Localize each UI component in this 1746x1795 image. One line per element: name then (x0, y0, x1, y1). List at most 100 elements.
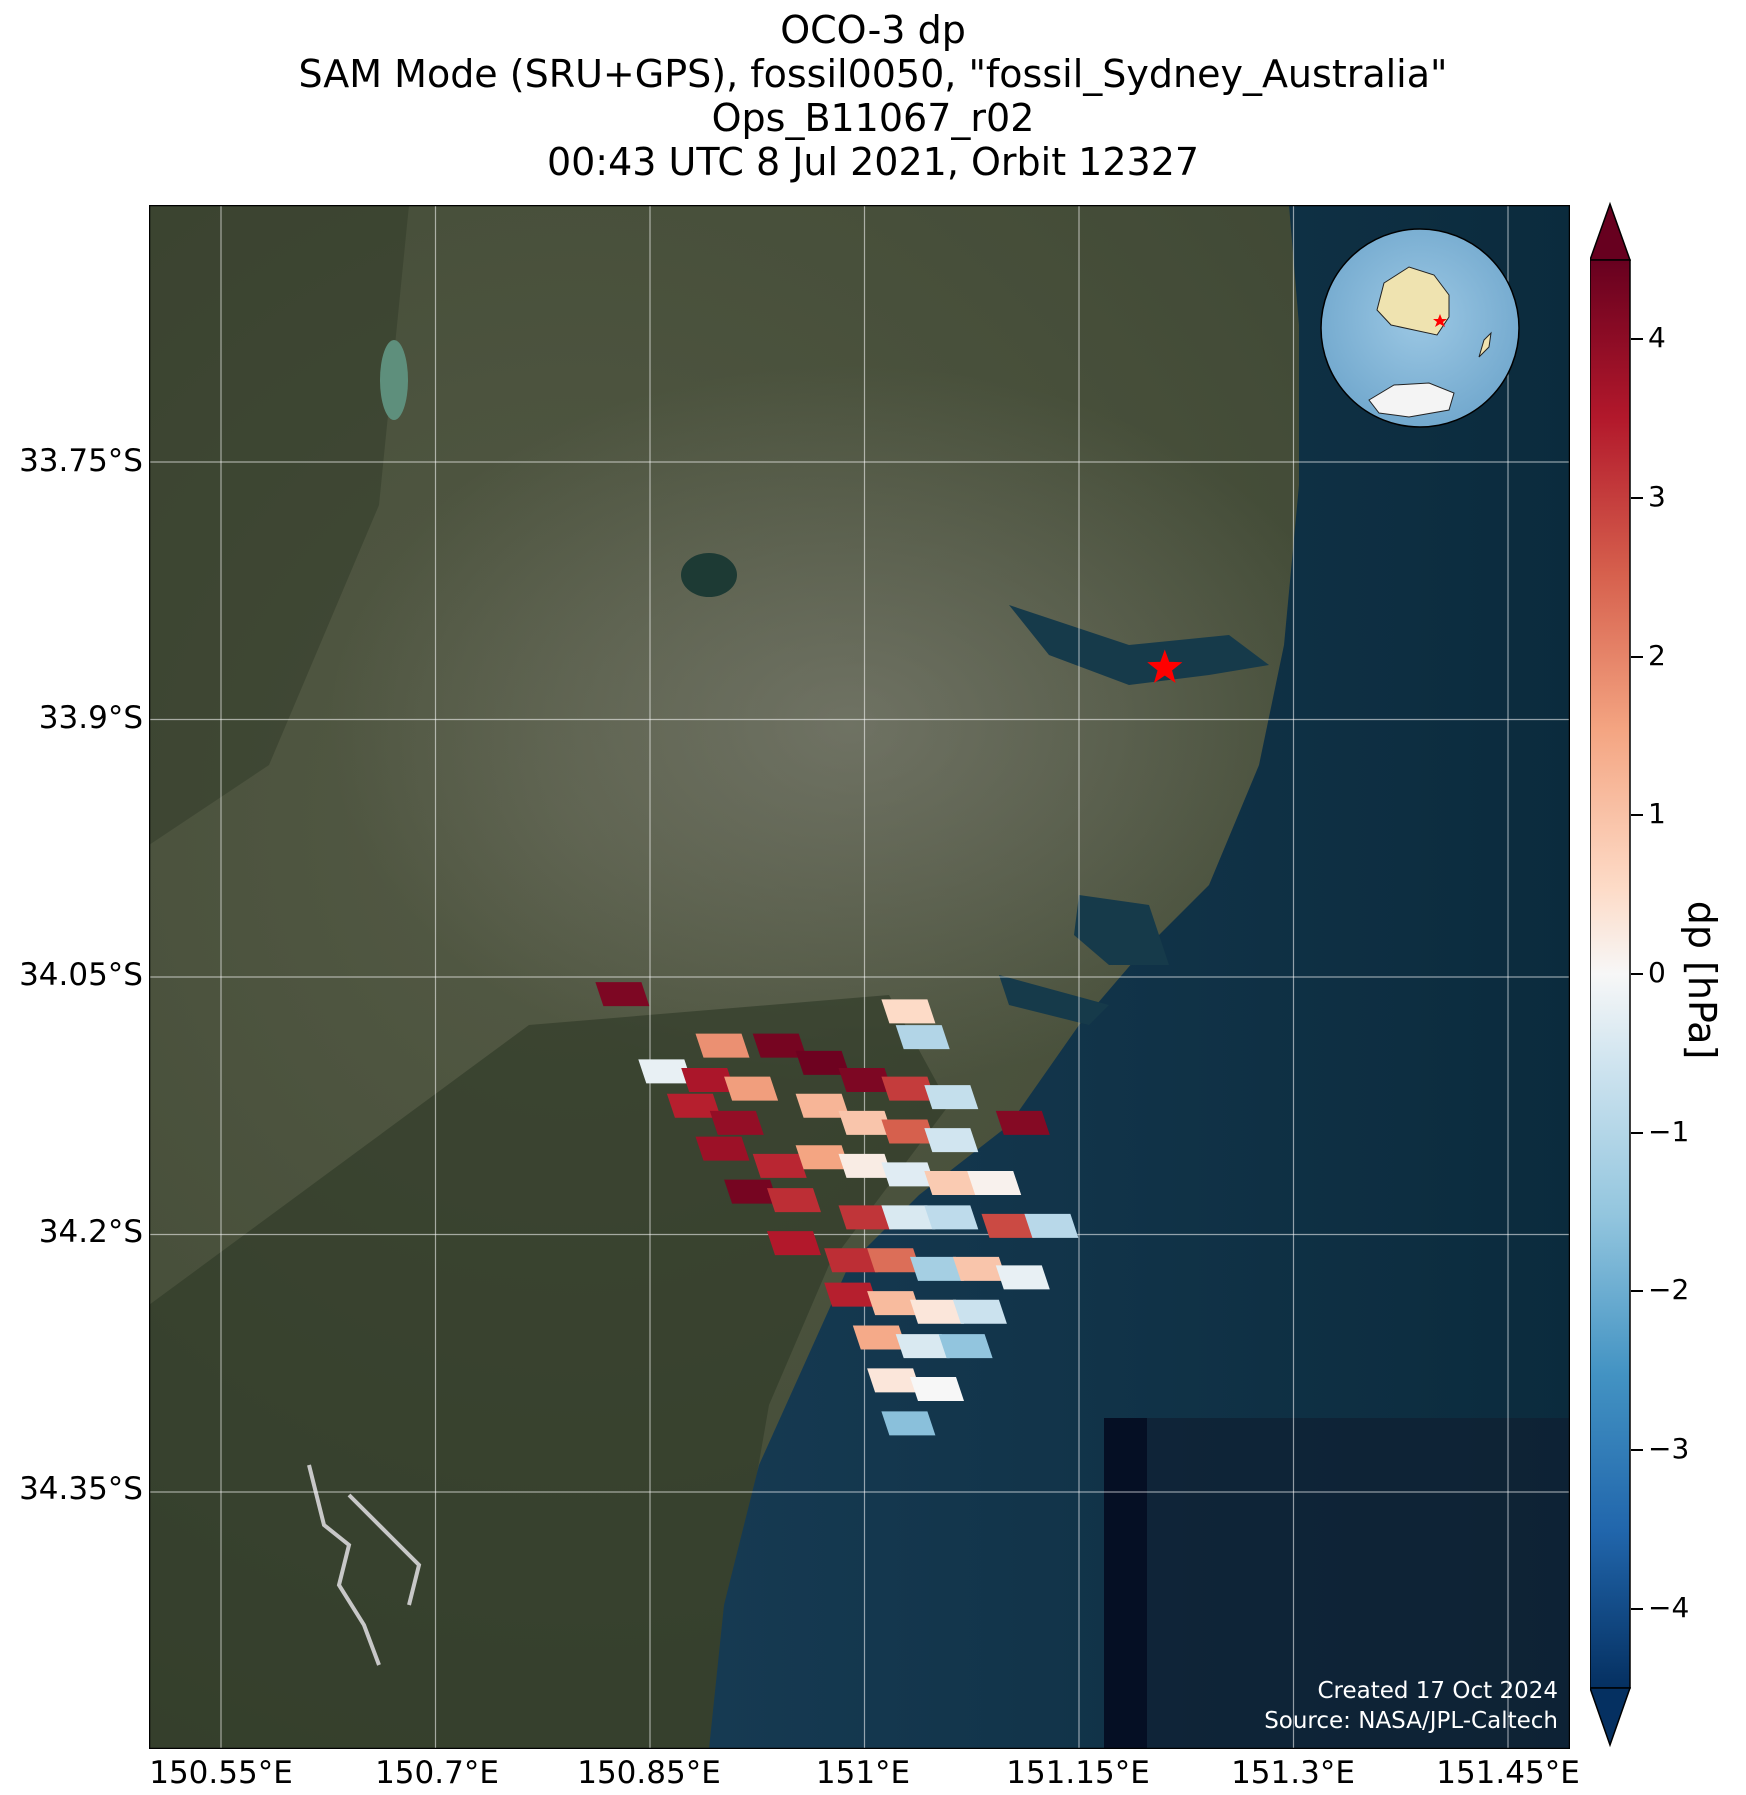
colorbar-tick-mark (1631, 1449, 1643, 1451)
sounding-footprint (666, 1093, 721, 1118)
sounding-footprint (752, 1033, 807, 1058)
sounding-footprint (795, 1093, 850, 1118)
sounding-footprint (881, 1205, 936, 1230)
colorbar-tick-label: −4 (1648, 1590, 1690, 1624)
colorbar-tick-mark (1631, 1131, 1643, 1134)
globe-star-icon (1433, 314, 1447, 327)
sounding-footprint (724, 1076, 779, 1101)
sounding-footprint (681, 1068, 736, 1092)
botany-bay (1074, 895, 1169, 965)
sounding-footprint (867, 1248, 922, 1273)
lat-tick-label: 33.75°S (19, 443, 143, 479)
sounding-footprint (881, 999, 936, 1024)
sounding-footprint (767, 1188, 821, 1213)
sounding-footprint (838, 1205, 893, 1230)
sounding-footprint (695, 1033, 750, 1058)
lat-tick-label: 34.05°S (19, 957, 143, 993)
port-hacking (999, 975, 1109, 1025)
colorbar-tick-label: −1 (1648, 1114, 1690, 1148)
colorbar (1590, 201, 1632, 1748)
sounding-footprint (952, 1256, 1007, 1281)
colorbar-tick-mark (1631, 497, 1643, 499)
sounding-footprint (867, 1368, 922, 1393)
source-credit: Source: NASA/JPL-Caltech (1264, 1708, 1558, 1734)
sounding-footprint (867, 1291, 922, 1316)
sounding-footprint (852, 1325, 907, 1350)
sounding-footprint (795, 1050, 850, 1075)
inset-globe (1320, 228, 1520, 428)
colorbar-tick-label: 4 (1648, 321, 1666, 355)
lat-tick-label: 33.9°S (38, 700, 143, 736)
sounding-footprint (938, 1334, 993, 1359)
created-credit: Created 17 Oct 2024 (1317, 1678, 1558, 1704)
sounding-footprint (881, 1076, 936, 1101)
map-frame (149, 205, 1570, 1749)
title-line-4: 00:43 UTC 8 Jul 2021, Orbit 12327 (546, 140, 1200, 184)
colorbar-tick-label: −2 (1648, 1273, 1690, 1307)
harbour (1009, 605, 1269, 685)
sounding-footprint (724, 1179, 779, 1204)
sounding-footprint (595, 982, 650, 1007)
lat-tick-label: 34.35°S (19, 1471, 143, 1507)
colorbar-tick-mark (1631, 1607, 1643, 1610)
sounding-footprint (881, 1162, 936, 1187)
lake (380, 340, 408, 420)
colorbar-title: dp [hPa] (1680, 900, 1724, 1060)
sounding-footprint (838, 1068, 893, 1092)
title-line-1: OCO-3 dp (780, 8, 966, 52)
sounding-footprint (824, 1282, 879, 1307)
colorbar-tick-mark (1631, 655, 1643, 658)
sounding-footprint (981, 1213, 1036, 1238)
sounding-footprint (709, 1110, 764, 1135)
sounding-footprint (895, 1025, 950, 1050)
colorbar-tick-label: 2 (1648, 638, 1666, 672)
colorbar-gradient (1590, 259, 1631, 1689)
ocean-data-gap (1104, 1418, 1147, 1749)
sounding-footprint (881, 1119, 936, 1144)
sounding-footprint (924, 1171, 979, 1195)
sounding-footprint (638, 1059, 693, 1084)
sounding-footprint (824, 1248, 879, 1273)
colorbar-tick-label: 0 (1648, 956, 1666, 989)
antarctica-outline (1368, 382, 1455, 418)
colorbar-bottom-extend (1590, 1687, 1632, 1748)
sounding-footprint (967, 1171, 1022, 1195)
colorbar-tick-label: −3 (1648, 1432, 1690, 1465)
colorbar-tick-mark (1631, 1290, 1643, 1293)
sounding-footprint (952, 1299, 1007, 1324)
colorbar-tick-label: 1 (1648, 797, 1666, 831)
sounding-footprint (695, 1136, 750, 1161)
sounding-footprint (881, 1411, 936, 1436)
sounding-footprint (1024, 1213, 1079, 1238)
sounding-footprint (895, 1334, 950, 1359)
sounding-footprint (910, 1256, 964, 1281)
colorbar-tick-mark (1631, 973, 1643, 975)
title-line-2: SAM Mode (SRU+GPS), fossil0050, "fossil_… (298, 52, 1448, 96)
ocean-data-gap (1104, 1418, 1570, 1749)
australia-outline (1376, 266, 1450, 336)
lon-tick-label: 151.15°E (1006, 1755, 1150, 1791)
lon-tick-label: 150.7°E (375, 1755, 499, 1791)
sounding-footprint (767, 1231, 821, 1256)
sounding-footprint (995, 1265, 1050, 1290)
title-line-3: Ops_B11067_r02 (711, 96, 1035, 140)
lon-tick-label: 150.55°E (149, 1755, 293, 1791)
sounding-footprint (924, 1085, 979, 1110)
lon-tick-label: 151.45°E (1436, 1755, 1580, 1791)
sounding-footprint (924, 1205, 979, 1230)
target-star-icon (1147, 649, 1183, 683)
map-plot (149, 205, 1570, 1749)
lon-tick-label: 150.85°E (577, 1755, 721, 1791)
sounding-footprint (838, 1153, 893, 1178)
colorbar-top-extend (1590, 201, 1632, 261)
gridlines (149, 205, 1570, 1749)
sounding-footprint (838, 1110, 893, 1135)
colorbar-tick-label: 3 (1648, 480, 1666, 513)
sounding-footprint (995, 1110, 1050, 1135)
lon-tick-label: 151.3°E (1231, 1755, 1355, 1791)
colorbar-tick-mark (1631, 338, 1643, 341)
lon-tick-label: 151°E (815, 1755, 911, 1791)
sounding-footprint (910, 1299, 964, 1324)
lat-tick-label: 34.2°S (38, 1214, 143, 1250)
sounding-footprint (752, 1153, 807, 1178)
